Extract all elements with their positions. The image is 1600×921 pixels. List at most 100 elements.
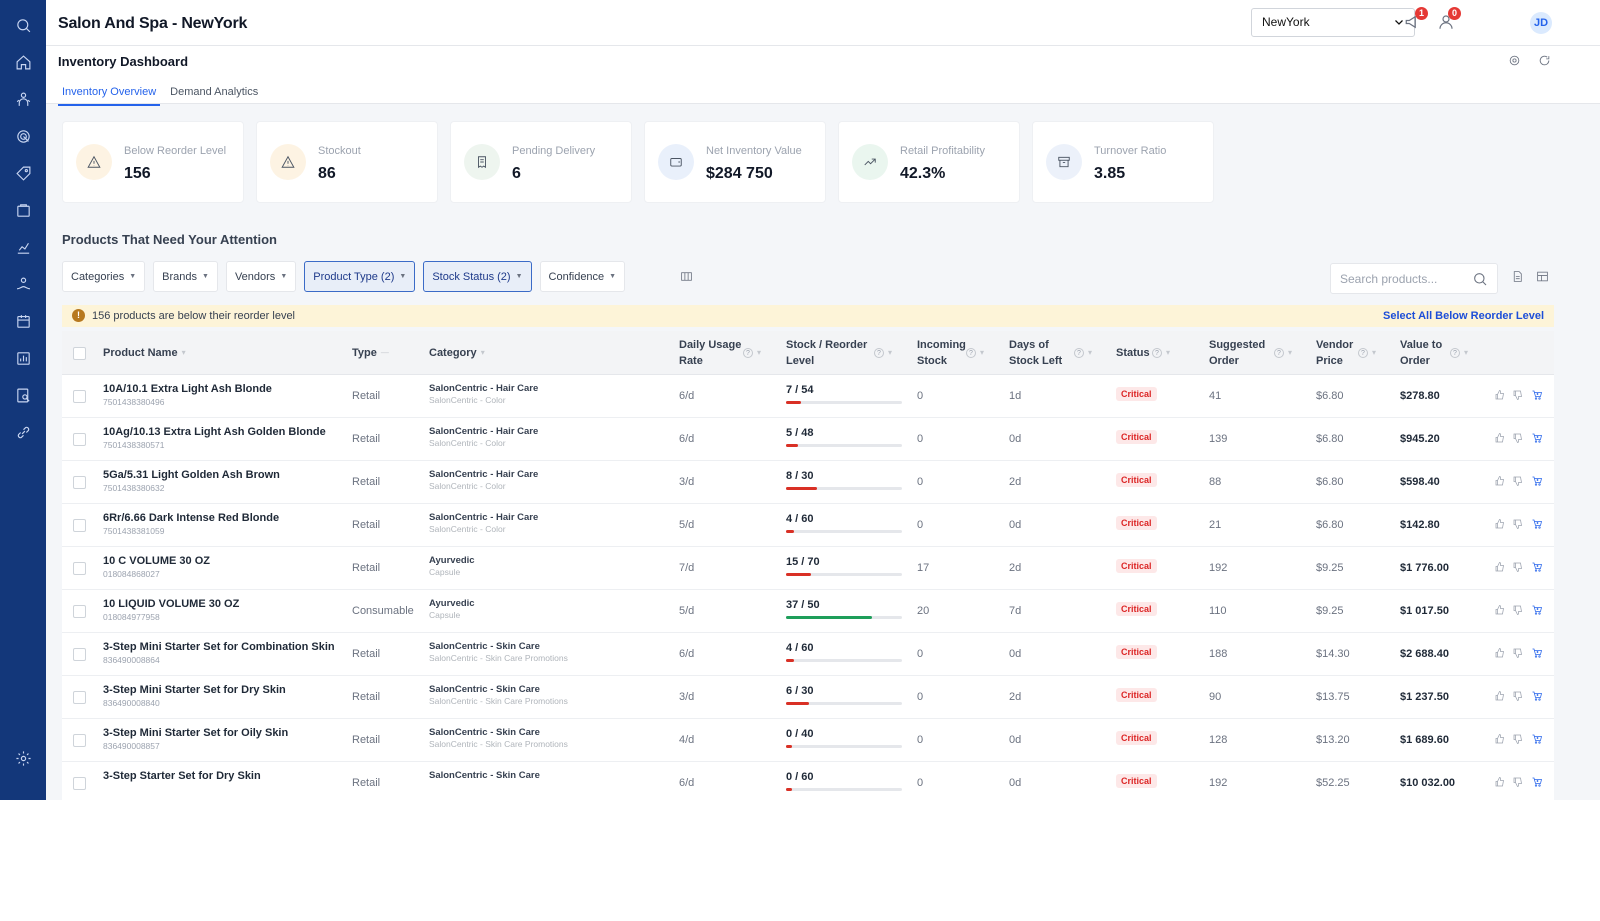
- product-name[interactable]: 3-Step Mini Starter Set for Oily Skin: [103, 727, 289, 739]
- kpi-card[interactable]: Net Inventory Value $284 750: [644, 121, 826, 203]
- thumbs-up-icon[interactable]: [1494, 647, 1506, 662]
- add-to-cart-icon[interactable]: [1531, 733, 1543, 748]
- add-to-cart-icon[interactable]: [1531, 776, 1543, 791]
- thumbs-down-icon[interactable]: [1512, 776, 1524, 791]
- thumbs-up-icon[interactable]: [1494, 733, 1506, 748]
- home-icon[interactable]: [12, 51, 34, 73]
- col-daily-usage[interactable]: Daily Usage Rate: [679, 331, 749, 375]
- col-stock-reorder-help[interactable]: ? ▾: [874, 331, 898, 375]
- product-name[interactable]: 5Ga/5.31 Light Golden Ash Brown: [103, 469, 280, 481]
- add-to-cart-icon[interactable]: [1531, 690, 1543, 705]
- calendar-icon[interactable]: [12, 310, 34, 332]
- col-incoming[interactable]: Incoming Stock: [917, 331, 969, 375]
- user-avatar[interactable]: JD: [1530, 12, 1552, 34]
- col-daily-usage-help[interactable]: ? ▾: [743, 331, 767, 375]
- kpi-card[interactable]: Retail Profitability 42.3%: [838, 121, 1020, 203]
- thumbs-down-icon[interactable]: [1512, 604, 1524, 619]
- select-all-checkbox[interactable]: [73, 347, 86, 360]
- product-name-cell[interactable]: 10 LIQUID VOLUME 30 OZ 018084977958: [103, 598, 343, 622]
- thumbs-up-icon[interactable]: [1494, 475, 1506, 490]
- filter-dropdown[interactable]: Brands ▼: [153, 261, 218, 292]
- col-days-left-help[interactable]: ? ▾: [1074, 331, 1098, 375]
- megaphone-icon[interactable]: 1: [1404, 7, 1428, 33]
- refresh-icon[interactable]: [1538, 54, 1554, 70]
- row-checkbox[interactable]: [73, 691, 86, 704]
- settings-icon[interactable]: [1508, 54, 1524, 70]
- tag-icon[interactable]: [12, 162, 34, 184]
- thumbs-down-icon[interactable]: [1512, 561, 1524, 576]
- table-row[interactable]: 10 C VOLUME 30 OZ 018084868027 Retail Ayurv…: [62, 547, 1554, 590]
- row-checkbox[interactable]: [73, 734, 86, 747]
- thumbs-up-icon[interactable]: [1494, 389, 1506, 404]
- insights-icon[interactable]: [12, 384, 34, 406]
- table-row[interactable]: 10 LIQUID VOLUME 30 OZ 018084977958 Consum…: [62, 590, 1554, 633]
- table-row[interactable]: 3-Step Starter Set for Dry Skin Retail Sal…: [62, 762, 1554, 800]
- export-file-icon[interactable]: [1511, 270, 1527, 286]
- col-incoming-help[interactable]: ? ▾: [966, 331, 990, 375]
- add-to-cart-icon[interactable]: [1531, 518, 1543, 533]
- table-row[interactable]: 3-Step Mini Starter Set for Oily Skin 836…: [62, 719, 1554, 762]
- product-name[interactable]: 10Ag/10.13 Extra Light Ash Golden Blonde: [103, 426, 326, 438]
- thumbs-down-icon[interactable]: [1512, 733, 1524, 748]
- col-vendor-price-help[interactable]: ? ▾: [1358, 331, 1382, 375]
- product-name-cell[interactable]: 10 C VOLUME 30 OZ 018084868027: [103, 555, 343, 579]
- row-checkbox[interactable]: [73, 605, 86, 618]
- table-row[interactable]: 3-Step Mini Starter Set for Combination …: [62, 633, 1554, 676]
- product-name[interactable]: 10A/10.1 Extra Light Ash Blonde: [103, 383, 272, 395]
- settings-gear-icon[interactable]: [12, 747, 34, 769]
- hand-heart-icon[interactable]: [12, 273, 34, 295]
- add-to-cart-icon[interactable]: [1531, 604, 1543, 619]
- filter-dropdown[interactable]: Product Type (2) ▼: [304, 261, 416, 292]
- product-name[interactable]: 3-Step Mini Starter Set for Combination …: [103, 641, 335, 653]
- thumbs-down-icon[interactable]: [1512, 475, 1524, 490]
- table-layout-icon[interactable]: [1536, 270, 1552, 286]
- location-select[interactable]: NewYork: [1251, 8, 1415, 37]
- kpi-card[interactable]: Below Reorder Level 156: [62, 121, 244, 203]
- product-name[interactable]: 3-Step Mini Starter Set for Dry Skin: [103, 684, 286, 696]
- thumbs-down-icon[interactable]: [1512, 690, 1524, 705]
- thumbs-down-icon[interactable]: [1512, 518, 1524, 533]
- thumbs-up-icon[interactable]: [1494, 561, 1506, 576]
- product-name[interactable]: 3-Step Starter Set for Dry Skin: [103, 770, 261, 782]
- product-name-cell[interactable]: 3-Step Mini Starter Set for Combination …: [103, 641, 343, 665]
- col-suggested-help[interactable]: ? ▾: [1274, 331, 1298, 375]
- team-icon[interactable]: [12, 88, 34, 110]
- filter-dropdown[interactable]: Stock Status (2) ▼: [423, 261, 532, 292]
- table-row[interactable]: 10Ag/10.13 Extra Light Ash Golden Blonde…: [62, 418, 1554, 461]
- tab-demand-analytics[interactable]: Demand Analytics: [170, 86, 259, 98]
- col-stock-reorder[interactable]: Stock / Reorder Level: [786, 331, 872, 375]
- col-days-left[interactable]: Days of Stock Left: [1009, 331, 1069, 375]
- row-checkbox[interactable]: [73, 562, 86, 575]
- select-all-below-reorder-link[interactable]: Select All Below Reorder Level: [1383, 310, 1544, 322]
- add-to-cart-icon[interactable]: [1531, 561, 1543, 576]
- add-to-cart-icon[interactable]: [1531, 389, 1543, 404]
- thumbs-up-icon[interactable]: [1494, 518, 1506, 533]
- product-name[interactable]: 10 C VOLUME 30 OZ: [103, 555, 210, 567]
- col-status-help[interactable]: ? ▾: [1152, 331, 1176, 375]
- table-row[interactable]: 3-Step Mini Starter Set for Dry Skin 8364…: [62, 676, 1554, 719]
- add-to-cart-icon[interactable]: [1531, 647, 1543, 662]
- product-name-cell[interactable]: 3-Step Mini Starter Set for Oily Skin 836…: [103, 727, 343, 751]
- row-checkbox[interactable]: [73, 648, 86, 661]
- col-status[interactable]: Status: [1116, 331, 1150, 375]
- thumbs-up-icon[interactable]: [1494, 776, 1506, 791]
- analytics-icon[interactable]: [12, 236, 34, 258]
- row-checkbox[interactable]: [73, 519, 86, 532]
- report-icon[interactable]: [12, 347, 34, 369]
- col-product-name[interactable]: Product Name ▾: [103, 331, 186, 375]
- box-icon[interactable]: [12, 199, 34, 221]
- search-icon[interactable]: [12, 14, 34, 36]
- col-vendor-price[interactable]: Vendor Price: [1316, 331, 1362, 375]
- col-type[interactable]: Type —: [352, 331, 389, 375]
- product-name[interactable]: 6Rr/6.66 Dark Intense Red Blonde: [103, 512, 280, 524]
- product-name-cell[interactable]: 6Rr/6.66 Dark Intense Red Blonde 75014383…: [103, 512, 343, 536]
- add-to-cart-icon[interactable]: [1531, 475, 1543, 490]
- col-suggested[interactable]: Suggested Order: [1209, 331, 1267, 375]
- add-to-cart-icon[interactable]: [1531, 432, 1543, 447]
- filter-dropdown[interactable]: Confidence ▼: [539, 261, 626, 292]
- tab-inventory-overview[interactable]: Inventory Overview: [58, 86, 161, 106]
- kpi-card[interactable]: Stockout 86: [256, 121, 438, 203]
- col-category[interactable]: Category ▾: [429, 331, 485, 375]
- filter-dropdown[interactable]: Vendors ▼: [225, 261, 297, 292]
- search-input[interactable]: Search products...: [1330, 263, 1498, 294]
